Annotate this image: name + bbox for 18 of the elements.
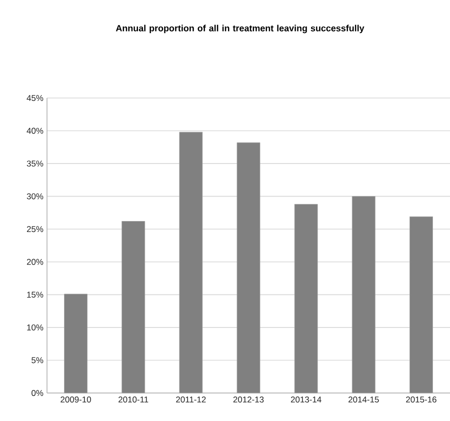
y-tick-label: 20% <box>26 258 44 265</box>
x-tick-label: 2012-13 <box>233 396 264 403</box>
y-tick-label: 10% <box>27 324 44 330</box>
y-tick-label: 0% <box>32 390 44 396</box>
y-tick-label: 30% <box>26 193 44 200</box>
y-tick-label: 15% <box>27 292 44 298</box>
x-tick-label: 2014-15 <box>348 396 379 403</box>
y-tick-label: 40% <box>26 128 44 134</box>
x-tick-label: 2013-14 <box>290 396 322 403</box>
x-tick-label: 2011-12 <box>176 396 206 403</box>
y-tick-label: 45% <box>26 95 44 101</box>
chart-title: Annual proportion of all in treatment leaving successfully <box>116 24 364 34</box>
x-tick-label: 2009-10 <box>60 396 91 403</box>
x-tick-label: 2010-11 <box>118 396 148 403</box>
y-tick-label: 25% <box>26 226 44 232</box>
x-tick-label: 2015-16 <box>406 396 436 403</box>
y-tick-label: 5% <box>32 357 44 364</box>
y-tick-label: 35% <box>26 160 44 167</box>
